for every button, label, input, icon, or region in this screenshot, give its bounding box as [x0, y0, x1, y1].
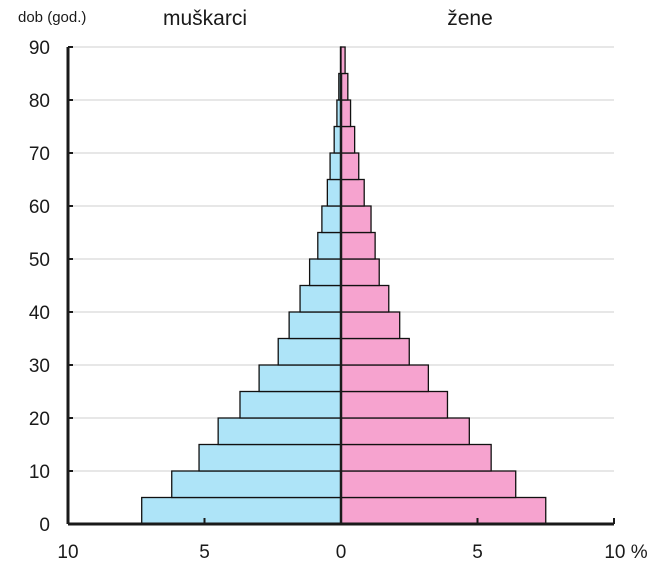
x-tick-label: 10	[57, 542, 78, 563]
bar-male-40-44	[299, 284, 342, 313]
y-axis-label: dob (god.)	[18, 9, 86, 26]
bar-male-30-34	[277, 337, 342, 366]
bar-female-25-29	[340, 364, 430, 393]
bar-male-45-49	[308, 258, 342, 287]
bar-female-45-49	[340, 258, 380, 287]
bar-male-60-64	[326, 178, 342, 207]
bar-female-50-54	[340, 231, 376, 260]
bar-female-55-59	[340, 205, 372, 234]
bar-male-20-24	[239, 390, 342, 419]
male-label: muškarci	[163, 7, 247, 30]
bar-male-55-59	[321, 205, 342, 234]
y-tick-label: 50	[29, 250, 50, 271]
y-tick-label: 10	[29, 462, 50, 483]
bar-male-65-69	[329, 152, 342, 181]
y-tick-label: 0	[39, 515, 50, 536]
bar-male-35-39	[288, 311, 342, 340]
labels: dob (god.) muškarci žene	[18, 7, 493, 30]
bar-female-15-19	[340, 417, 470, 446]
bar-female-60-64	[340, 178, 365, 207]
bar-female-70-74	[340, 125, 356, 154]
bar-female-85+	[340, 46, 346, 75]
y-tick-label: 70	[29, 144, 50, 165]
x-tick-label: 5	[199, 542, 210, 563]
bar-female-0-4	[340, 496, 547, 525]
y-tick-label: 80	[29, 91, 50, 112]
y-tick-label: 60	[29, 197, 50, 218]
y-tick-label: 40	[29, 303, 50, 324]
bar-female-40-44	[340, 284, 390, 313]
bars	[141, 46, 547, 525]
x-tick-label: 0	[336, 542, 347, 563]
bar-female-20-24	[340, 390, 449, 419]
bar-male-5-9	[171, 470, 342, 499]
bar-male-0-4	[141, 496, 342, 525]
y-tick-label: 30	[29, 356, 50, 377]
bar-female-35-39	[340, 311, 401, 340]
bar-female-5-9	[340, 470, 517, 499]
bar-male-50-54	[317, 231, 342, 260]
bar-male-15-19	[217, 417, 342, 446]
y-tick-label: 20	[29, 409, 50, 430]
x-tick-label: 10 %	[604, 542, 647, 563]
bar-female-75-79	[340, 99, 352, 128]
bar-female-65-69	[340, 152, 360, 181]
bar-female-10-14	[340, 443, 492, 472]
female-label: žene	[447, 7, 493, 30]
bar-female-30-34	[340, 337, 410, 366]
bar-male-10-14	[198, 443, 342, 472]
y-tick-label: 90	[29, 38, 50, 59]
x-tick-label: 5	[472, 542, 483, 563]
bar-male-25-29	[258, 364, 342, 393]
